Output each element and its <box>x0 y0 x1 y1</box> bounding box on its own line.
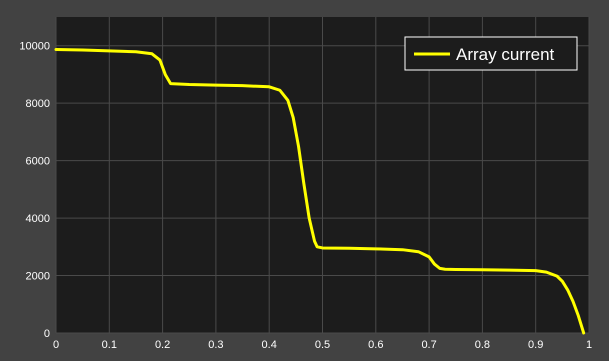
x-tick-label: 1 <box>586 339 592 351</box>
legend-label: Array current <box>456 45 555 64</box>
x-tick-label: 0.7 <box>421 339 436 351</box>
ticks: 0 0.1 0.2 0.3 0.4 0.5 0.6 0.7 0.8 0.9 1 0 2000 4000 60… <box>19 41 592 351</box>
y-tick-label: 2000 <box>26 271 50 283</box>
y-tick-label: 0 <box>44 328 50 340</box>
y-tick-label: 4000 <box>26 213 50 225</box>
x-tick-label: 0.9 <box>528 339 543 351</box>
y-tick-label: 8000 <box>26 98 50 110</box>
x-tick-label: 0.4 <box>262 339 277 351</box>
series-line-array-current <box>54 47 586 335</box>
x-tick-label: 0 <box>53 339 59 351</box>
legend-box <box>404 36 578 71</box>
x-tick-label: 0.2 <box>155 339 170 351</box>
x-tick-label: 0.1 <box>102 339 117 351</box>
legend: Array current <box>404 36 578 71</box>
x-tick-label: 0.5 <box>315 339 330 351</box>
y-tick-label: 10000 <box>19 41 50 53</box>
x-tick-label: 0.6 <box>368 339 383 351</box>
y-tick-label: 6000 <box>26 156 50 168</box>
x-tick-label: 0.8 <box>475 339 490 351</box>
x-tick-label: 0.3 <box>208 339 223 351</box>
